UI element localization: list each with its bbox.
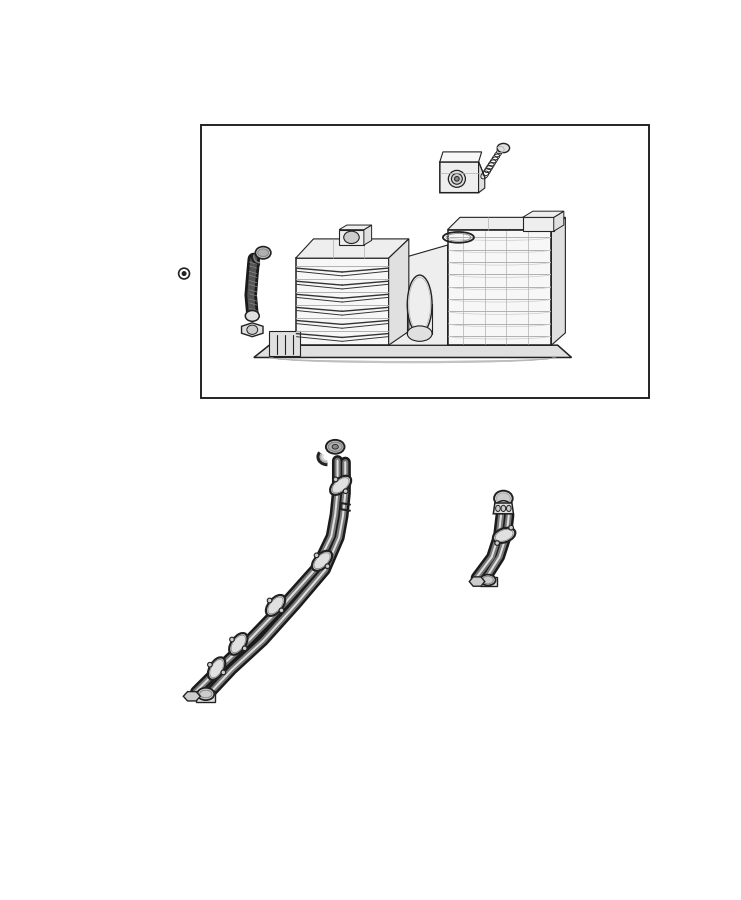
Ellipse shape bbox=[507, 505, 511, 511]
Polygon shape bbox=[339, 230, 364, 245]
Ellipse shape bbox=[451, 174, 462, 184]
Ellipse shape bbox=[207, 662, 212, 667]
Ellipse shape bbox=[494, 491, 513, 506]
Polygon shape bbox=[469, 577, 485, 586]
Polygon shape bbox=[296, 238, 409, 258]
Polygon shape bbox=[254, 346, 571, 357]
Ellipse shape bbox=[314, 553, 319, 558]
Ellipse shape bbox=[325, 564, 330, 569]
Ellipse shape bbox=[454, 176, 459, 181]
Ellipse shape bbox=[229, 633, 247, 655]
Ellipse shape bbox=[333, 477, 338, 482]
Polygon shape bbox=[522, 217, 554, 231]
Bar bbox=[201, 125, 649, 399]
Ellipse shape bbox=[332, 445, 339, 449]
Polygon shape bbox=[183, 691, 200, 701]
Ellipse shape bbox=[258, 249, 268, 256]
Polygon shape bbox=[554, 212, 564, 231]
Ellipse shape bbox=[496, 500, 511, 511]
Polygon shape bbox=[389, 238, 409, 346]
Ellipse shape bbox=[509, 526, 514, 530]
Ellipse shape bbox=[480, 574, 496, 585]
Ellipse shape bbox=[330, 476, 351, 495]
Polygon shape bbox=[364, 225, 372, 245]
Polygon shape bbox=[522, 212, 564, 217]
Ellipse shape bbox=[230, 637, 234, 642]
Polygon shape bbox=[440, 152, 482, 162]
Polygon shape bbox=[296, 258, 389, 346]
Polygon shape bbox=[480, 577, 497, 586]
Ellipse shape bbox=[208, 657, 225, 680]
Polygon shape bbox=[196, 691, 215, 702]
Ellipse shape bbox=[279, 608, 284, 613]
Polygon shape bbox=[448, 217, 565, 230]
Ellipse shape bbox=[242, 646, 247, 651]
Ellipse shape bbox=[326, 440, 345, 454]
Polygon shape bbox=[448, 230, 551, 346]
Ellipse shape bbox=[493, 527, 515, 543]
Ellipse shape bbox=[268, 598, 272, 603]
Ellipse shape bbox=[482, 576, 494, 584]
Ellipse shape bbox=[266, 595, 285, 616]
Polygon shape bbox=[494, 503, 514, 514]
Ellipse shape bbox=[199, 690, 212, 698]
Ellipse shape bbox=[501, 505, 505, 511]
Polygon shape bbox=[339, 225, 372, 230]
Polygon shape bbox=[389, 245, 448, 346]
Ellipse shape bbox=[496, 505, 500, 511]
Ellipse shape bbox=[448, 170, 465, 187]
Polygon shape bbox=[440, 162, 485, 193]
Ellipse shape bbox=[408, 275, 432, 334]
Ellipse shape bbox=[343, 489, 348, 493]
Polygon shape bbox=[242, 323, 263, 337]
Ellipse shape bbox=[312, 551, 332, 571]
Ellipse shape bbox=[495, 541, 499, 545]
Ellipse shape bbox=[221, 670, 226, 675]
Ellipse shape bbox=[344, 231, 359, 244]
Ellipse shape bbox=[245, 310, 259, 321]
Ellipse shape bbox=[247, 325, 258, 335]
Polygon shape bbox=[551, 217, 565, 346]
Ellipse shape bbox=[182, 272, 186, 275]
Ellipse shape bbox=[408, 326, 432, 341]
Ellipse shape bbox=[497, 143, 510, 153]
Ellipse shape bbox=[197, 688, 214, 700]
Ellipse shape bbox=[328, 442, 342, 452]
Polygon shape bbox=[479, 162, 485, 193]
Ellipse shape bbox=[179, 268, 190, 279]
Polygon shape bbox=[269, 331, 300, 356]
Ellipse shape bbox=[496, 493, 511, 504]
Ellipse shape bbox=[256, 247, 271, 259]
